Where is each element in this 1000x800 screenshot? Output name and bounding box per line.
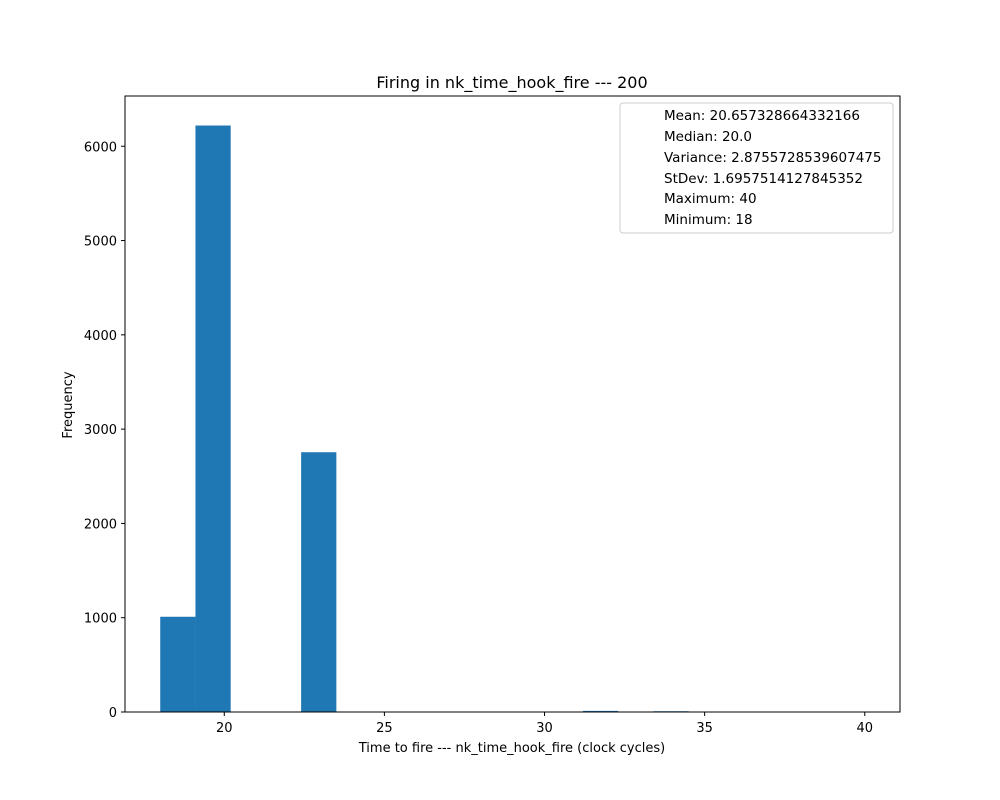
x-axis-ticks: 20 25 30 35 40 (216, 712, 873, 736)
x-tick-label: 25 (376, 721, 393, 736)
y-axis-ticks: 0 1000 2000 3000 4000 5000 6000 (84, 140, 125, 721)
axes-frame (124, 95, 901, 713)
legend: Mean: 20.657328664332166 Median: 20.0 Va… (619, 102, 894, 234)
legend-entry-minimum: Minimum: 18 (664, 212, 753, 228)
histogram-bar-0 (160, 616, 196, 712)
legend-entry-stdev: StDev: 1.6957514127845352 (664, 171, 863, 187)
legend-box (619, 102, 894, 234)
x-tick-label: 30 (536, 721, 553, 736)
histogram-bar-1 (195, 125, 231, 712)
y-tick-label: 4000 (84, 329, 117, 344)
histogram-bar-2 (301, 452, 337, 712)
bars-group (160, 125, 689, 712)
x-tick-label: 20 (216, 721, 233, 736)
y-tick-label: 1000 (84, 612, 117, 627)
legend-entry-variance: Variance: 2.8755728539607475 (664, 150, 881, 166)
chart-title: Firing in nk_time_hook_fire --- 200 (376, 73, 647, 93)
x-tick-label: 35 (696, 721, 713, 736)
legend-entry-median: Median: 20.0 (664, 129, 752, 145)
y-tick-label: 5000 (84, 235, 117, 250)
y-tick-label: 3000 (84, 423, 117, 438)
x-axis-label: Time to fire --- nk_time_hook_fire (cloc… (358, 741, 665, 756)
y-tick-label: 6000 (84, 140, 117, 155)
y-tick-label: 2000 (84, 517, 117, 532)
x-tick-label: 40 (856, 721, 873, 736)
y-axis-label: Frequency (61, 371, 76, 438)
histogram-bar-3 (582, 710, 619, 712)
legend-entry-mean: Mean: 20.657328664332166 (664, 108, 860, 124)
legend-entry-maximum: Maximum: 40 (664, 191, 757, 207)
y-tick-label: 0 (109, 706, 117, 721)
